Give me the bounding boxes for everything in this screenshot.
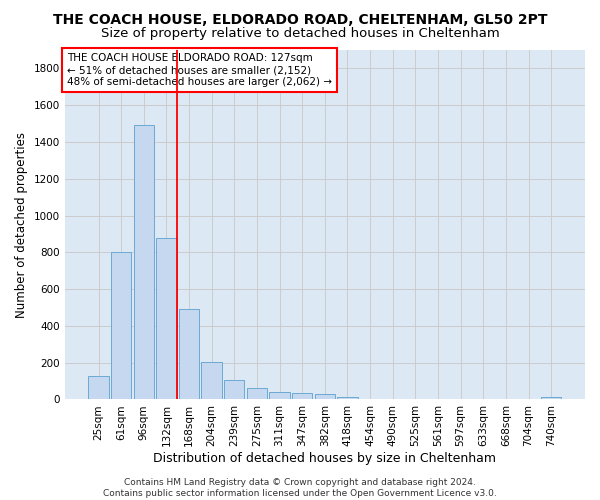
Bar bbox=[179, 310, 199, 400]
X-axis label: Distribution of detached houses by size in Cheltenham: Distribution of detached houses by size … bbox=[154, 452, 496, 465]
Text: THE COACH HOUSE, ELDORADO ROAD, CHELTENHAM, GL50 2PT: THE COACH HOUSE, ELDORADO ROAD, CHELTENH… bbox=[53, 12, 547, 26]
Bar bbox=[314, 394, 335, 400]
Bar bbox=[111, 252, 131, 400]
Bar bbox=[337, 396, 358, 400]
Bar bbox=[156, 238, 176, 400]
Bar bbox=[224, 380, 244, 400]
Bar bbox=[247, 388, 267, 400]
Y-axis label: Number of detached properties: Number of detached properties bbox=[15, 132, 28, 318]
Text: Size of property relative to detached houses in Cheltenham: Size of property relative to detached ho… bbox=[101, 28, 499, 40]
Bar bbox=[269, 392, 290, 400]
Bar bbox=[88, 376, 109, 400]
Bar bbox=[541, 396, 562, 400]
Text: THE COACH HOUSE ELDORADO ROAD: 127sqm
← 51% of detached houses are smaller (2,15: THE COACH HOUSE ELDORADO ROAD: 127sqm ← … bbox=[67, 54, 332, 86]
Text: Contains HM Land Registry data © Crown copyright and database right 2024.
Contai: Contains HM Land Registry data © Crown c… bbox=[103, 478, 497, 498]
Bar bbox=[202, 362, 222, 400]
Bar bbox=[134, 126, 154, 400]
Bar bbox=[292, 394, 313, 400]
